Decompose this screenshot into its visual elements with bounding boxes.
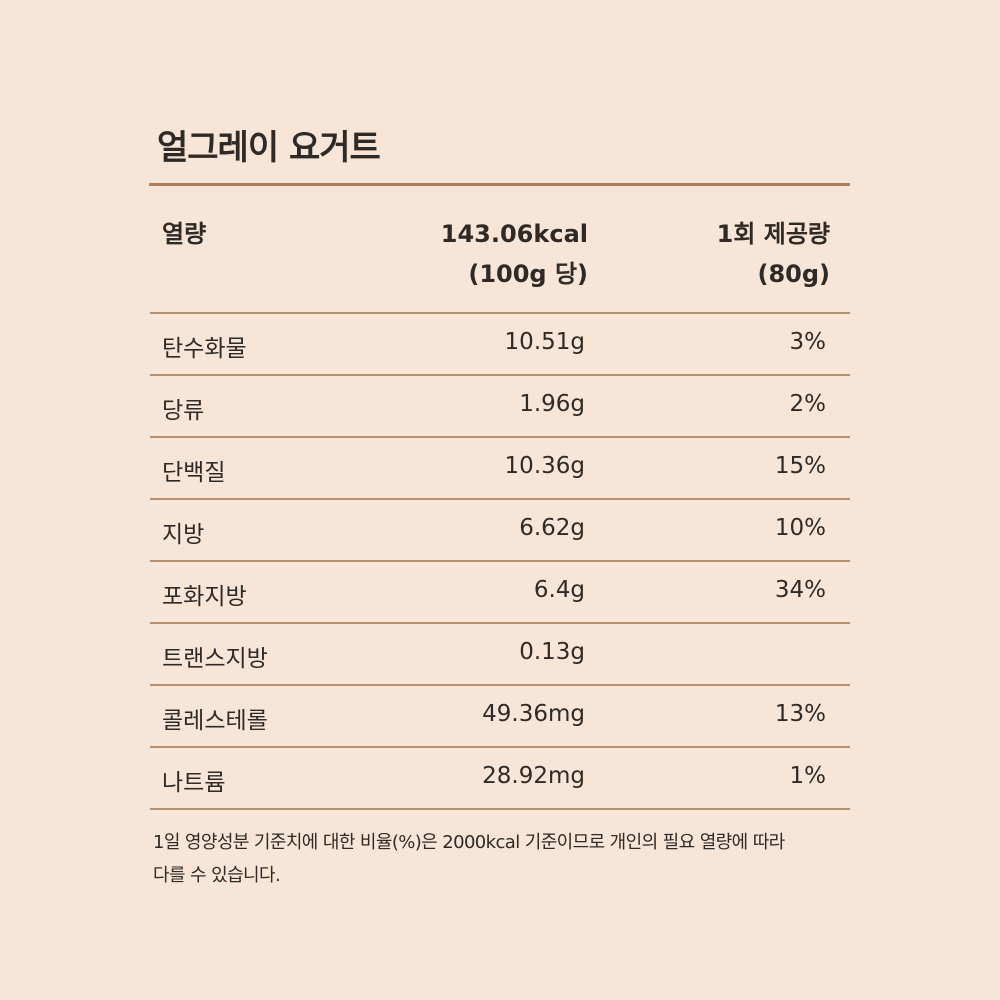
header-per-100g: (100g 당) [468,260,588,288]
nutrient-name: 당류 [162,398,205,424]
nutrient-name: 포화지방 [162,584,247,610]
table-row: 포화지방 6.4g 34% [150,562,850,624]
nutrient-amount: 10.36g [504,453,585,479]
nutrient-percent: 10% [774,515,826,541]
nutrient-name: 트랜스지방 [162,646,268,672]
table-row: 단백질 10.36g 15% [150,438,850,500]
table-row: 지방 6.62g 10% [150,500,850,562]
table-row: 트랜스지방 0.13g [150,624,850,686]
nutrient-amount: 0.13g [519,639,585,665]
table-row: 탄수화물 10.51g 3% [150,314,850,376]
table-header: 열량 143.06kcal (100g 당) 1회 제공량 (80g) [150,186,850,314]
header-calories-value: 143.06kcal (100g 당) [441,214,588,294]
nutrition-card: 얼그레이 요거트 열량 143.06kcal (100g 당) 1회 제공량 (… [149,0,853,1000]
nutrient-amount: 49.36mg [482,701,585,727]
nutrient-percent: 3% [789,329,827,355]
footnote-line-2: 다를 수 있습니다. [153,865,281,886]
header-serving-label: 1회 제공량 [716,220,830,248]
nutrient-percent: 15% [774,453,826,479]
header-calories-label: 열량 [162,220,207,248]
product-title: 얼그레이 요거트 [157,128,381,168]
nutrient-name: 콜레스테롤 [162,708,268,734]
nutrient-name: 나트륨 [162,770,226,796]
table-row: 당류 1.96g 2% [150,376,850,438]
footnote: 1일 영양성분 기준치에 대한 비율(%)은 2000kcal 기준이므로 개인… [153,826,853,892]
nutrient-amount: 1.96g [519,391,585,417]
nutrient-amount: 10.51g [504,329,585,355]
table-row: 콜레스테롤 49.36mg 13% [150,686,850,748]
nutrient-name: 단백질 [162,460,226,486]
top-divider [149,183,850,186]
nutrient-percent: 1% [789,763,827,789]
nutrient-name: 탄수화물 [162,336,247,362]
nutrient-percent: 2% [789,391,827,417]
header-kcal: 143.06kcal [440,220,588,248]
nutrient-amount: 6.62g [519,515,585,541]
nutrient-name: 지방 [162,522,205,548]
header-serving: 1회 제공량 (80g) [717,214,830,294]
nutrient-percent: 13% [774,701,826,727]
nutrient-amount: 6.4g [533,577,585,603]
nutrient-table: 탄수화물 10.51g 3% 당류 1.96g 2% 단백질 10.36g 15… [150,314,850,810]
header-serving-size: (80g) [757,260,830,288]
footnote-line-1: 1일 영양성분 기준치에 대한 비율(%)은 2000kcal 기준이므로 개인… [153,832,785,853]
nutrient-percent: 34% [774,577,826,603]
nutrient-amount: 28.92mg [482,763,585,789]
table-row: 나트륨 28.92mg 1% [150,748,850,810]
